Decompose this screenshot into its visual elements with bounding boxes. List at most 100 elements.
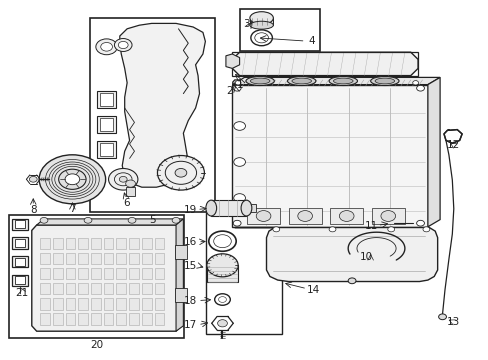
Polygon shape bbox=[232, 85, 427, 227]
Bar bbox=[65, 313, 75, 325]
Bar bbox=[15, 276, 25, 284]
Bar bbox=[206, 210, 282, 334]
Bar bbox=[100, 93, 113, 106]
Circle shape bbox=[412, 81, 418, 85]
Bar bbox=[97, 91, 116, 108]
Bar bbox=[206, 265, 238, 282]
Polygon shape bbox=[32, 225, 181, 331]
Text: 19: 19 bbox=[183, 204, 197, 215]
Bar bbox=[91, 268, 101, 279]
Polygon shape bbox=[37, 219, 183, 225]
Bar bbox=[142, 298, 151, 310]
Ellipse shape bbox=[245, 77, 274, 85]
Ellipse shape bbox=[250, 78, 269, 84]
Text: 1: 1 bbox=[237, 80, 244, 90]
Circle shape bbox=[172, 217, 180, 223]
Bar bbox=[65, 253, 75, 264]
Bar bbox=[97, 141, 116, 158]
Circle shape bbox=[380, 211, 395, 221]
Bar bbox=[12, 219, 28, 230]
Bar bbox=[211, 200, 246, 216]
Circle shape bbox=[233, 85, 241, 91]
Bar bbox=[53, 268, 62, 279]
Polygon shape bbox=[249, 18, 273, 25]
Circle shape bbox=[254, 33, 268, 43]
Bar bbox=[142, 313, 151, 325]
Bar bbox=[129, 313, 139, 325]
Circle shape bbox=[114, 39, 132, 51]
Bar bbox=[91, 313, 101, 325]
Text: 10: 10 bbox=[360, 252, 372, 262]
Polygon shape bbox=[232, 80, 421, 86]
Bar bbox=[129, 238, 139, 249]
Bar bbox=[288, 208, 321, 224]
Text: 17: 17 bbox=[183, 320, 197, 330]
Circle shape bbox=[213, 235, 231, 248]
Circle shape bbox=[59, 169, 86, 189]
Circle shape bbox=[29, 176, 37, 182]
Bar bbox=[40, 283, 50, 294]
Circle shape bbox=[235, 81, 241, 85]
Circle shape bbox=[256, 211, 270, 221]
Bar bbox=[154, 238, 164, 249]
Bar bbox=[9, 215, 183, 338]
Circle shape bbox=[125, 180, 135, 187]
Bar bbox=[239, 9, 320, 51]
Bar bbox=[15, 239, 25, 247]
Text: 4: 4 bbox=[307, 36, 314, 46]
Bar bbox=[100, 143, 113, 156]
Bar bbox=[53, 298, 62, 310]
Bar bbox=[154, 283, 164, 294]
Bar bbox=[53, 253, 62, 264]
Bar bbox=[103, 283, 113, 294]
Text: 13: 13 bbox=[446, 317, 460, 327]
Bar bbox=[103, 268, 113, 279]
Circle shape bbox=[218, 297, 226, 302]
Bar bbox=[40, 238, 50, 249]
Circle shape bbox=[217, 320, 227, 327]
Polygon shape bbox=[443, 130, 461, 143]
Text: 14: 14 bbox=[305, 285, 319, 295]
Bar bbox=[78, 313, 88, 325]
Circle shape bbox=[39, 155, 105, 204]
Circle shape bbox=[233, 194, 245, 202]
Circle shape bbox=[422, 227, 429, 232]
Circle shape bbox=[40, 217, 48, 223]
Circle shape bbox=[347, 278, 355, 284]
Bar bbox=[12, 275, 28, 286]
Bar bbox=[15, 258, 25, 266]
Circle shape bbox=[233, 158, 245, 166]
Ellipse shape bbox=[333, 78, 352, 84]
Bar bbox=[116, 313, 126, 325]
Bar bbox=[129, 253, 139, 264]
Bar bbox=[129, 283, 139, 294]
Circle shape bbox=[157, 156, 204, 190]
Bar bbox=[40, 268, 50, 279]
Ellipse shape bbox=[287, 77, 315, 85]
Bar bbox=[15, 220, 25, 228]
Circle shape bbox=[387, 227, 394, 232]
Ellipse shape bbox=[374, 78, 394, 84]
Ellipse shape bbox=[249, 21, 273, 29]
Bar bbox=[12, 256, 28, 267]
Bar bbox=[97, 116, 116, 133]
Bar bbox=[103, 253, 113, 264]
Circle shape bbox=[128, 217, 136, 223]
Circle shape bbox=[101, 42, 112, 51]
Bar bbox=[116, 298, 126, 310]
Text: 16: 16 bbox=[183, 237, 197, 247]
Ellipse shape bbox=[205, 200, 216, 216]
Bar bbox=[126, 187, 135, 196]
Bar bbox=[91, 283, 101, 294]
Bar bbox=[91, 253, 101, 264]
Ellipse shape bbox=[291, 78, 311, 84]
Text: 15: 15 bbox=[183, 261, 197, 271]
Circle shape bbox=[272, 227, 279, 232]
Bar bbox=[53, 238, 62, 249]
Bar bbox=[371, 208, 404, 224]
Bar bbox=[116, 268, 126, 279]
Bar bbox=[65, 238, 75, 249]
Polygon shape bbox=[232, 77, 439, 85]
Bar bbox=[129, 268, 139, 279]
Bar bbox=[90, 18, 215, 212]
